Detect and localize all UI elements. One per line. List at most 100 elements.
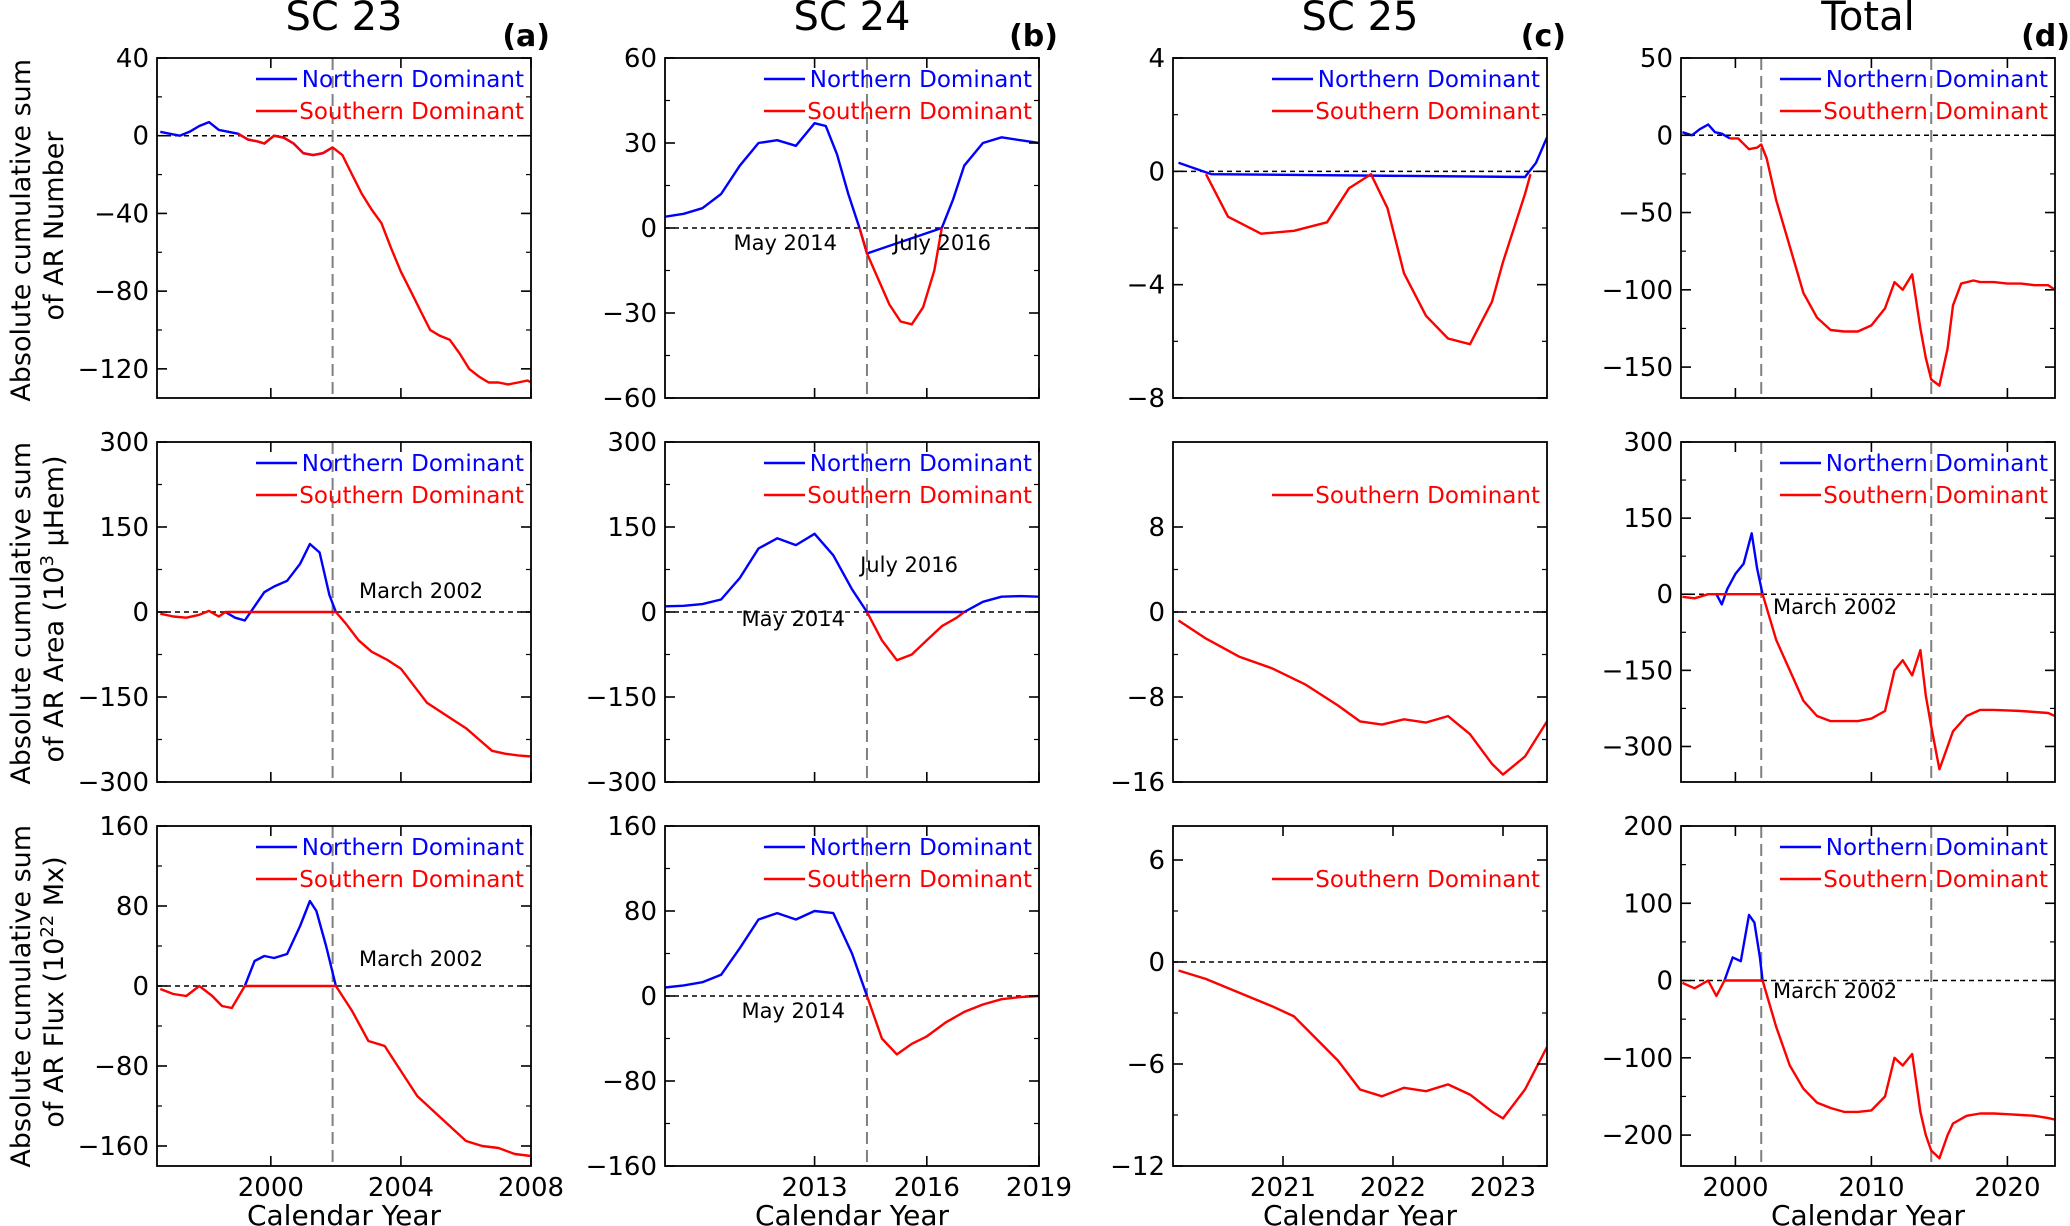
y-tick-label: −200 xyxy=(1602,1121,1673,1151)
x-tick-label: 2016 xyxy=(894,1173,960,1203)
y-tick-label: −30 xyxy=(602,299,657,329)
axes-frame xyxy=(1680,825,2056,1167)
annotation-march-2002: March 2002 xyxy=(359,947,483,971)
legend-northern-label: Northern Dominant xyxy=(810,835,1032,861)
y-label-flux-exponent: 22 xyxy=(37,915,58,938)
series-line-southern xyxy=(160,609,531,758)
y-tick-label: −150 xyxy=(586,683,657,713)
y-tick-label: 300 xyxy=(99,428,149,458)
y-tick-label: 8 xyxy=(1148,513,1165,543)
y-tick-label: 100 xyxy=(1623,889,1673,919)
series-line-southern xyxy=(1178,969,1547,1120)
x-tick-label: 2019 xyxy=(1006,1173,1072,1203)
y-tick-label: 60 xyxy=(624,44,657,74)
x-tick-label: 2020 xyxy=(1974,1173,2040,1203)
y-tick-label: 0 xyxy=(1148,948,1165,978)
y-tick-label: 160 xyxy=(607,812,657,842)
x-tick-label: 2004 xyxy=(368,1173,434,1203)
y-label-area-line2: of AR Area (103 μHem) xyxy=(37,456,70,763)
y-tick-label: −100 xyxy=(1602,1044,1673,1074)
axes-frame xyxy=(1172,825,1548,1167)
legend-southern-label: Southern Dominant xyxy=(1823,483,2048,509)
y-tick-label: −60 xyxy=(602,384,657,414)
annotation-july-2016: July 2016 xyxy=(891,231,991,255)
series-line-northern xyxy=(1715,532,1764,606)
y-label-area-unit: μHem) xyxy=(39,456,70,556)
panel-d3: 200 100 0 −100 −200 2000 2010 2020 Northern Domi… xyxy=(1602,812,2056,1203)
legend-northern-label: Northern Dominant xyxy=(302,835,524,861)
y-label-flux-unit: Mx) xyxy=(39,856,70,914)
y-label-flux-text: of AR Flux (10 xyxy=(39,938,70,1128)
y-tick-label: 0 xyxy=(132,972,149,1002)
y-tick-label: −50 xyxy=(1618,199,1673,229)
y-tick-label: 150 xyxy=(99,513,149,543)
y-tick-label: −160 xyxy=(78,1132,149,1162)
y-tick-label: −150 xyxy=(78,683,149,713)
y-tick-label: 150 xyxy=(1623,504,1673,534)
panel-c2: 8 0 −8 −16 Southern Dominant xyxy=(1110,441,1548,798)
panel-letter-c: (c) xyxy=(1521,19,1566,54)
axes-frame xyxy=(156,825,532,1167)
panel-c1: 4 0 −4 −8 Northern Dominant Southern Dominant xyxy=(1127,44,1548,414)
panel-d2: 300 150 0 −150 −300 Northern Dominant Southern… xyxy=(1602,428,2056,783)
y-tick-label: −120 xyxy=(78,355,149,385)
y-label-number-line1: Absolute cumulative sum xyxy=(6,59,37,402)
y-tick-label: 4 xyxy=(1148,44,1165,74)
legend-southern-label: Southern Dominant xyxy=(807,99,1032,125)
y-tick-label: 80 xyxy=(624,897,657,927)
x-tick-label: 2000 xyxy=(1702,1173,1768,1203)
y-tick-label: −150 xyxy=(1602,656,1673,686)
y-axis-label-number: Absolute cumulative sum of AR Number xyxy=(6,50,70,401)
series-line-southern xyxy=(1177,619,1547,776)
legend-northern-label: Northern Dominant xyxy=(1826,835,2048,861)
y-label-area-line1: Absolute cumulative sum xyxy=(6,442,37,785)
x-axis-label-sc25: Calendar Year xyxy=(1263,1199,1458,1226)
y-tick-label: 0 xyxy=(1656,967,1673,997)
legend-southern-label: Southern Dominant xyxy=(299,483,524,509)
series-line-southern xyxy=(858,227,943,326)
y-tick-label: 0 xyxy=(640,982,657,1012)
y-label-number-line2: of AR Number xyxy=(39,131,70,321)
series-line-northern xyxy=(1682,123,1731,140)
legend-southern-label: Southern Dominant xyxy=(807,483,1032,509)
column-title-sc23: SC 23 xyxy=(286,0,403,40)
series-line-southern xyxy=(1681,979,2055,1160)
x-tick-label: 2021 xyxy=(1250,1173,1316,1203)
y-tick-label: −4 xyxy=(1127,271,1165,301)
annotation-march-2002: March 2002 xyxy=(1773,595,1897,619)
column-title-total: Total xyxy=(1820,0,1914,40)
y-tick-label: −8 xyxy=(1127,683,1165,713)
x-tick-label: 2000 xyxy=(238,1173,304,1203)
annotation-may-2014: May 2014 xyxy=(741,999,845,1023)
y-tick-label: −40 xyxy=(94,199,149,229)
series-line-southern xyxy=(865,994,1039,1056)
panel-a2: 300 150 0 −150 −300 Northern Dominant Southern… xyxy=(78,428,532,798)
y-tick-label: 0 xyxy=(1656,121,1673,151)
series-line-northern xyxy=(665,121,1039,255)
legend-southern-label: Southern Dominant xyxy=(1823,867,2048,893)
y-label-flux-line2: of AR Flux (1022 Mx) xyxy=(37,856,70,1127)
y-tick-label: −80 xyxy=(94,1052,149,1082)
y-tick-label: 40 xyxy=(116,44,149,74)
y-tick-label: 160 xyxy=(99,812,149,842)
y-label-flux-line1: Absolute cumulative sum xyxy=(6,825,37,1168)
legend-southern-label: Southern Dominant xyxy=(807,867,1032,893)
column-title-sc25: SC 25 xyxy=(1302,0,1419,40)
legend-northern-label: Northern Dominant xyxy=(302,451,524,477)
annotation-march-2002: March 2002 xyxy=(1773,979,1897,1003)
legend-southern-label: Southern Dominant xyxy=(1315,867,1540,893)
y-tick-label: 0 xyxy=(640,598,657,628)
legend-northern-label: Northern Dominant xyxy=(1826,67,2048,93)
x-tick-label: 2013 xyxy=(782,1173,848,1203)
y-tick-label: 0 xyxy=(1148,598,1165,628)
y-tick-label: −300 xyxy=(586,768,657,798)
x-tick-label: 2010 xyxy=(1838,1173,1904,1203)
series-line-southern xyxy=(865,611,965,662)
legend-northern-label: Northern Dominant xyxy=(810,67,1032,93)
axes-frame xyxy=(1680,441,2056,783)
y-tick-label: 0 xyxy=(1148,157,1165,187)
series-line-southern xyxy=(1682,593,2055,771)
series-line-southern xyxy=(159,984,531,1158)
